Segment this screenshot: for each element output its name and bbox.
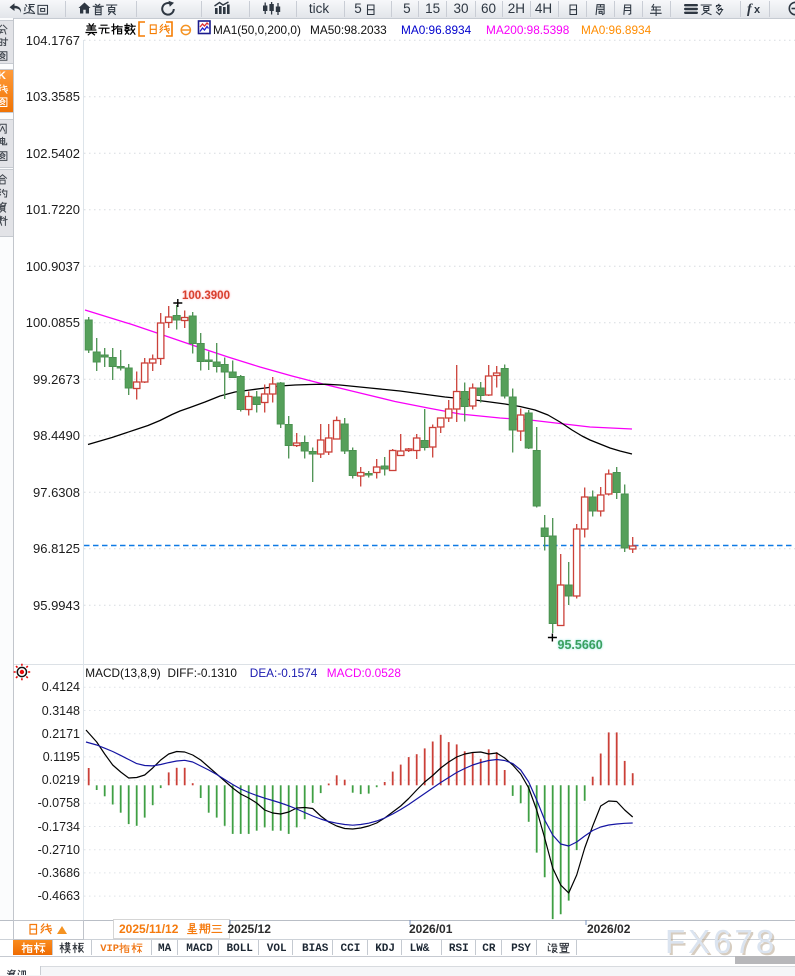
svg-text:f: f — [747, 2, 753, 17]
svg-text:x: x — [754, 4, 761, 16]
